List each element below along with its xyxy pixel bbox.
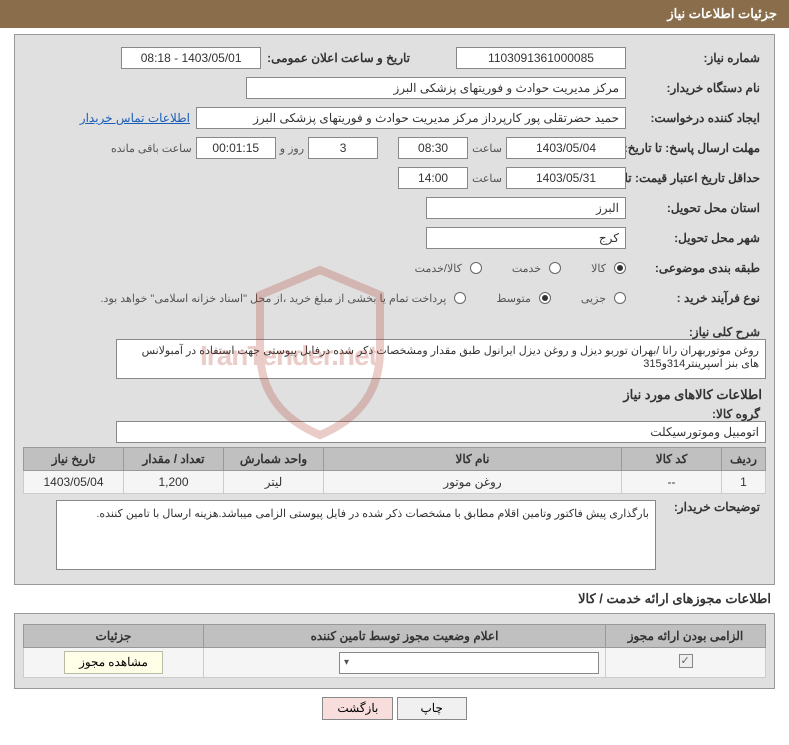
purchase-type-label: نوع فرآیند خرید : — [626, 291, 766, 305]
print-button[interactable]: چاپ — [397, 697, 467, 720]
cell-row: 1 — [722, 471, 766, 494]
col-required: الزامی بودن ارائه مجوز — [606, 625, 766, 648]
requester-label: ایجاد کننده درخواست: — [626, 111, 766, 125]
payment-note-radio[interactable] — [454, 292, 466, 304]
page-header: جزئیات اطلاعات نیاز — [0, 0, 789, 28]
price-validity-label: حداقل تاریخ اعتبار قیمت: تا تاریخ: — [626, 171, 766, 185]
purchase-small-label: جزیی — [577, 292, 610, 305]
goods-group-label: گروه کالا: — [666, 407, 766, 421]
buyer-org-value: مرکز مدیریت حوادث و فوریتهای پزشکی البرز — [246, 77, 626, 99]
col-code: کد کالا — [622, 448, 722, 471]
cell-code: -- — [622, 471, 722, 494]
answer-deadline-label: مهلت ارسال پاسخ: تا تاریخ: — [626, 141, 766, 155]
need-number-label: شماره نیاز: — [626, 51, 766, 65]
col-date: تاریخ نیاز — [24, 448, 124, 471]
category-goods-radio[interactable] — [614, 262, 626, 274]
goods-section-title: اطلاعات کالاهای مورد نیاز — [27, 387, 762, 403]
need-number-value: 1103091361000085 — [456, 47, 626, 69]
main-info-panel: شماره نیاز: 1103091361000085 تاریخ و ساع… — [14, 34, 775, 585]
delivery-city-value: کرج — [426, 227, 626, 249]
remaining-time-value: 00:01:15 — [196, 137, 276, 159]
desc-text: روغن موتوربهران رانا /بهران توربو دیزل و… — [116, 339, 766, 379]
goods-group-value: اتومبیل وموتورسیکلت — [116, 421, 766, 443]
view-license-button[interactable]: مشاهده مجوز — [64, 651, 163, 674]
announce-datetime-label: تاریخ و ساعت اعلان عمومی: — [261, 51, 416, 65]
desc-label: شرح کلی نیاز: — [666, 325, 766, 339]
status-select[interactable]: ▾ — [339, 652, 599, 674]
contact-link[interactable]: اطلاعات تماس خریدار — [74, 111, 196, 125]
cell-date: 1403/05/04 — [24, 471, 124, 494]
category-service-label: خدمت — [508, 262, 545, 275]
answer-time-value: 08:30 — [398, 137, 468, 159]
license-table: الزامی بودن ارائه مجوز اعلام وضعیت مجوز … — [23, 624, 766, 678]
announce-datetime-value: 1403/05/01 - 08:18 — [121, 47, 261, 69]
price-validity-time: 14:00 — [398, 167, 468, 189]
cell-unit: لیتر — [224, 471, 324, 494]
license-row: ▾ مشاهده مجوز — [24, 648, 766, 678]
time-label-2: ساعت — [468, 172, 506, 185]
page-title: جزئیات اطلاعات نیاز — [667, 6, 777, 21]
delivery-province-label: استان محل تحویل: — [626, 201, 766, 215]
license-section-title: اطلاعات مجوزهای ارائه خدمت / کالا — [18, 591, 771, 607]
table-row: 1 -- روغن موتور لیتر 1,200 1403/05/04 — [24, 471, 766, 494]
cell-name: روغن موتور — [324, 471, 622, 494]
back-button[interactable]: بازگشت — [322, 697, 393, 720]
buyer-org-label: نام دستگاه خریدار: — [626, 81, 766, 95]
payment-note-label: پرداخت تمام یا بخشی از مبلغ خرید ،از محل… — [97, 292, 451, 305]
answer-date-value: 1403/05/04 — [506, 137, 626, 159]
col-name: نام کالا — [324, 448, 622, 471]
col-unit: واحد شمارش — [224, 448, 324, 471]
purchase-small-radio[interactable] — [614, 292, 626, 304]
cell-qty: 1,200 — [124, 471, 224, 494]
buyer-comment-text: بارگذاری پیش فاکتور وتامین اقلام مطابق ب… — [56, 500, 656, 570]
license-panel: الزامی بودن ارائه مجوز اعلام وضعیت مجوز … — [14, 613, 775, 689]
col-qty: تعداد / مقدار — [124, 448, 224, 471]
days-value: 3 — [308, 137, 378, 159]
category-both-radio[interactable] — [470, 262, 482, 274]
category-service-radio[interactable] — [549, 262, 561, 274]
goods-table: ردیف کد کالا نام کالا واحد شمارش تعداد /… — [23, 447, 766, 494]
delivery-city-label: شهر محل تحویل: — [626, 231, 766, 245]
category-label: طبقه بندی موضوعی: — [626, 261, 766, 275]
category-both-label: کالا/خدمت — [411, 262, 466, 275]
price-validity-date: 1403/05/31 — [506, 167, 626, 189]
col-status: اعلام وضعیت مجوز توسط تامین کننده — [204, 625, 606, 648]
remaining-suffix: ساعت باقی مانده — [107, 142, 196, 155]
time-label-1: ساعت — [468, 142, 506, 155]
footer-buttons: چاپ بازگشت — [0, 697, 789, 720]
purchase-medium-radio[interactable] — [539, 292, 551, 304]
chevron-down-icon: ▾ — [344, 657, 349, 668]
buyer-comment-label: توضیحات خریدار: — [656, 500, 766, 514]
purchase-medium-label: متوسط — [492, 292, 535, 305]
requester-value: حمید حضرتقلی پور کارپرداز مرکز مدیریت حو… — [196, 107, 626, 129]
category-goods-label: کالا — [587, 262, 610, 275]
col-details: جزئیات — [24, 625, 204, 648]
days-and-label: روز و — [276, 142, 308, 155]
delivery-province-value: البرز — [426, 197, 626, 219]
col-row: ردیف — [722, 448, 766, 471]
required-checkbox[interactable] — [679, 654, 693, 668]
